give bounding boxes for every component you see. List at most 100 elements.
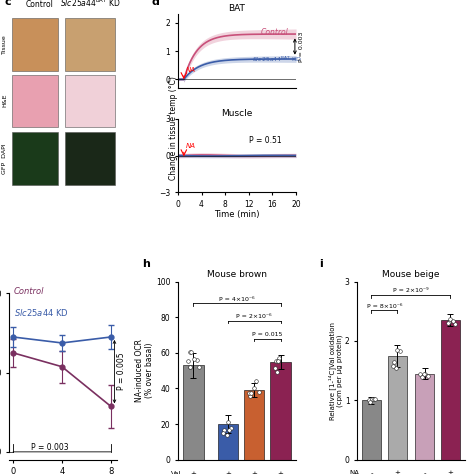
Point — [420, 370, 428, 378]
Point — [365, 396, 373, 404]
Text: +: + — [447, 470, 453, 474]
Text: +: + — [278, 471, 283, 474]
Text: Control: Control — [26, 0, 54, 9]
Text: $\it{Slc25a44}$ KD: $\it{Slc25a44}$ KD — [14, 307, 69, 318]
Y-axis label: Relative [1-¹⁴C]Val oxidation
(cpm per μg protein): Relative [1-¹⁴C]Val oxidation (cpm per μ… — [328, 322, 343, 419]
Text: +: + — [225, 471, 231, 474]
Point — [186, 364, 193, 371]
Point — [419, 373, 426, 381]
Text: P = 0.003: P = 0.003 — [299, 31, 304, 62]
Point — [225, 426, 233, 434]
Text: $\it{Slc25a44}$$^{\rm{BAT}}$ KD: $\it{Slc25a44}$$^{\rm{BAT}}$ KD — [60, 0, 120, 9]
Point — [446, 315, 454, 322]
Text: Val: Val — [171, 471, 181, 474]
Point — [371, 396, 379, 403]
Text: i: i — [319, 259, 323, 269]
Point — [220, 427, 228, 434]
Text: P = 0.51: P = 0.51 — [249, 137, 282, 146]
Text: d: d — [152, 0, 160, 8]
Point — [274, 357, 282, 365]
Point — [445, 319, 452, 327]
Title: Muscle: Muscle — [221, 109, 253, 118]
FancyBboxPatch shape — [12, 18, 58, 71]
Point — [370, 396, 377, 403]
Text: Control: Control — [14, 287, 44, 296]
Text: +: + — [394, 470, 400, 474]
Point — [366, 398, 374, 405]
Text: P = 2×10⁻⁹: P = 2×10⁻⁹ — [393, 289, 428, 293]
Bar — [244, 390, 264, 460]
Text: Tissue: Tissue — [2, 35, 7, 55]
Bar — [362, 401, 381, 460]
Text: -: - — [370, 470, 373, 474]
X-axis label: Time (min): Time (min) — [214, 210, 260, 219]
Point — [224, 419, 232, 426]
Point — [255, 388, 263, 395]
Point — [393, 346, 401, 353]
FancyBboxPatch shape — [12, 75, 58, 127]
Bar — [183, 365, 204, 460]
Point — [245, 390, 253, 397]
Y-axis label: NA-induced OCR
(% over basal): NA-induced OCR (% over basal) — [135, 339, 155, 402]
Text: -: - — [423, 470, 426, 474]
Point — [247, 390, 255, 397]
Point — [219, 429, 227, 437]
Point — [272, 357, 280, 365]
Text: NA: NA — [349, 470, 359, 474]
FancyBboxPatch shape — [65, 132, 115, 185]
Point — [187, 348, 195, 356]
Point — [250, 384, 258, 392]
Text: P = 2×10⁻⁶: P = 2×10⁻⁶ — [237, 314, 272, 319]
Bar — [415, 374, 434, 460]
Point — [224, 431, 231, 438]
Point — [445, 318, 453, 325]
Text: P = 0.003: P = 0.003 — [31, 443, 69, 452]
Text: GFP  DAPI: GFP DAPI — [2, 143, 7, 174]
Bar — [270, 362, 291, 460]
Text: Change in tissue temp (°C): Change in tissue temp (°C) — [169, 76, 177, 180]
Point — [275, 354, 283, 362]
Point — [273, 368, 281, 375]
Text: P = 0.015: P = 0.015 — [252, 332, 283, 337]
Point — [389, 363, 396, 370]
Text: P = 0.005: P = 0.005 — [118, 353, 127, 391]
FancyBboxPatch shape — [65, 18, 115, 71]
Point — [195, 363, 203, 370]
Point — [392, 365, 400, 372]
Point — [228, 424, 235, 431]
FancyBboxPatch shape — [65, 75, 115, 127]
FancyBboxPatch shape — [12, 132, 58, 185]
Point — [186, 364, 193, 371]
Text: +: + — [251, 471, 257, 474]
Point — [449, 318, 456, 325]
Text: NA: NA — [186, 143, 196, 149]
Title: BAT: BAT — [228, 4, 246, 13]
Text: H&E: H&E — [2, 94, 7, 108]
Point — [416, 370, 424, 378]
Point — [390, 359, 398, 366]
Point — [246, 392, 254, 400]
Text: P = 8×10⁻⁶: P = 8×10⁻⁶ — [366, 304, 402, 309]
Title: Mouse beige: Mouse beige — [382, 270, 439, 279]
Text: $\it{Slc25a44}$$^{\rm{BAT}}$ KD: $\it{Slc25a44}$$^{\rm{BAT}}$ KD — [252, 55, 302, 64]
Point — [451, 320, 459, 328]
Text: NA: NA — [186, 67, 196, 73]
Bar — [441, 320, 460, 460]
Point — [252, 377, 260, 385]
Point — [184, 357, 191, 365]
Text: Control: Control — [261, 28, 288, 37]
Text: P = 4×10⁻⁶: P = 4×10⁻⁶ — [219, 297, 255, 301]
Text: +: + — [191, 471, 196, 474]
Text: h: h — [143, 259, 150, 269]
Point — [396, 347, 403, 355]
Point — [193, 356, 201, 364]
Point — [274, 357, 282, 365]
Point — [368, 395, 376, 403]
Point — [186, 348, 194, 356]
Bar — [218, 424, 238, 460]
Text: c: c — [4, 0, 11, 7]
Point — [271, 365, 279, 372]
Title: Mouse brown: Mouse brown — [207, 270, 267, 279]
Point — [424, 372, 432, 380]
Bar — [388, 356, 407, 460]
